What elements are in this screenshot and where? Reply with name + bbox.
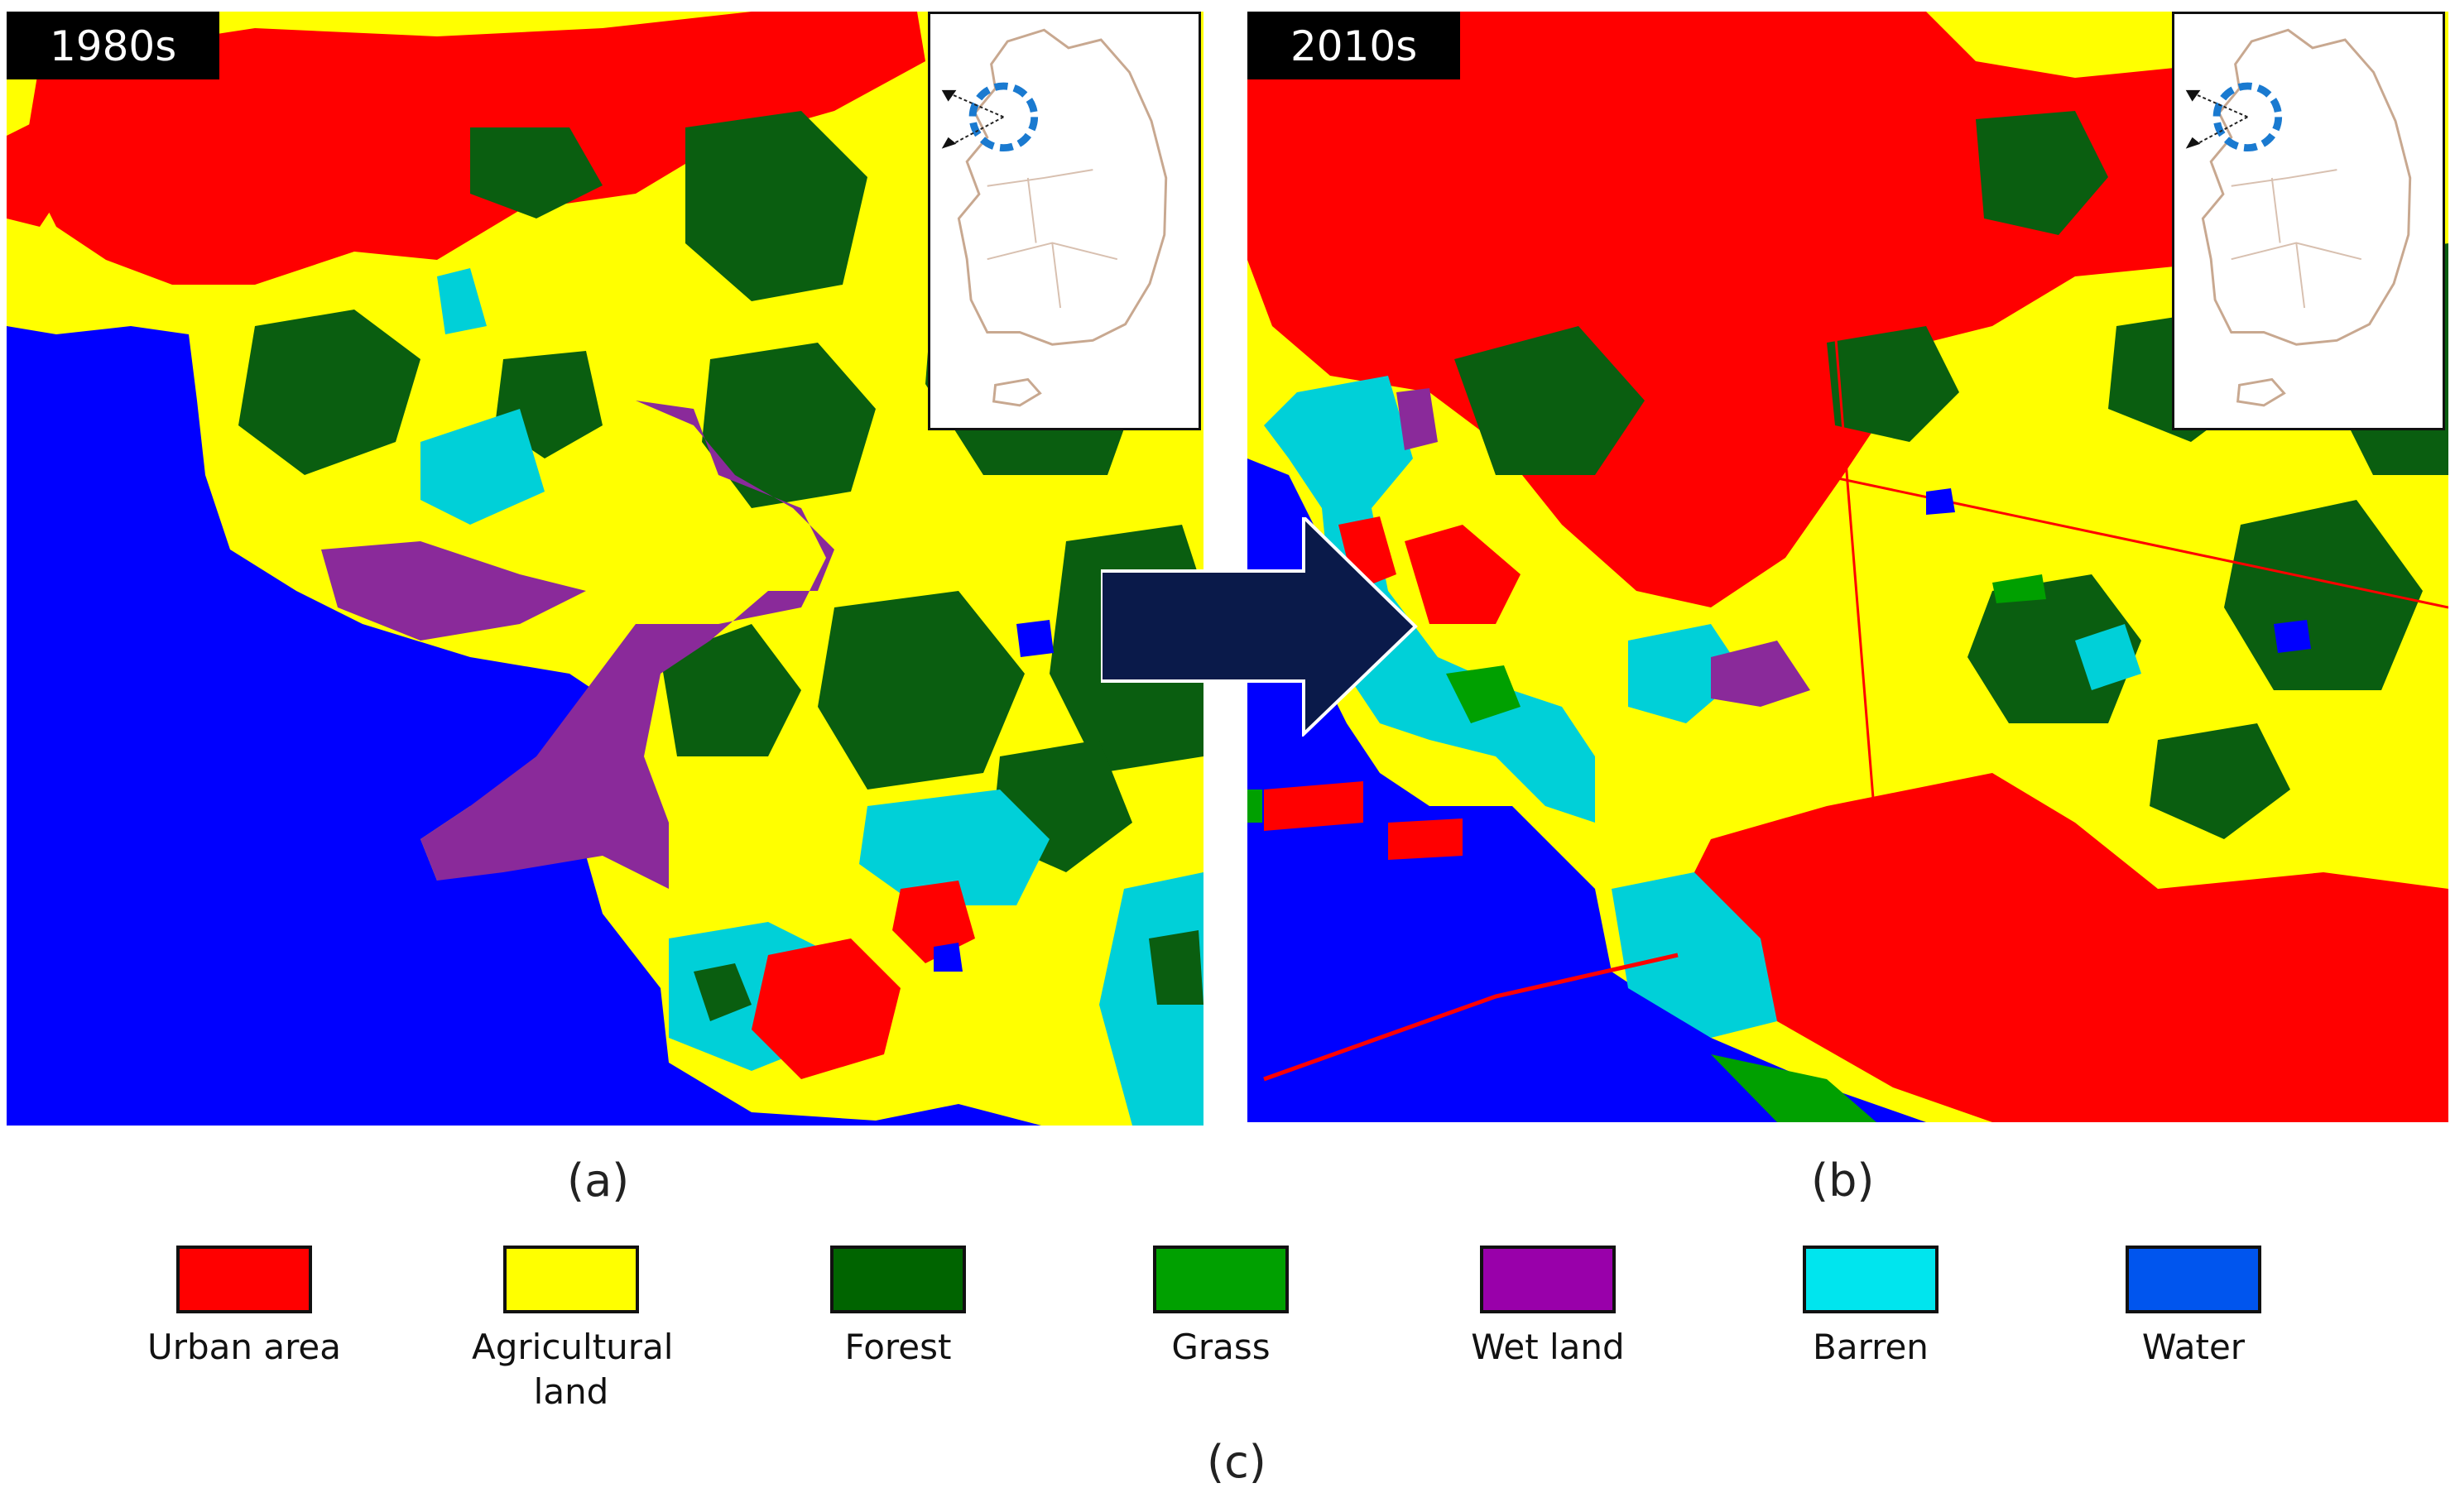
legend-label: Grass xyxy=(1171,1327,1271,1367)
korea-outline-icon xyxy=(941,28,1168,407)
legend-swatch xyxy=(1480,1246,1616,1313)
legend-label: Wet land xyxy=(1471,1327,1625,1367)
legend-item: Urban area xyxy=(145,1246,344,1370)
legend-label: Forest xyxy=(844,1327,952,1367)
period-label: 2010s xyxy=(1247,12,1461,79)
legend-swatch xyxy=(2126,1246,2261,1313)
korea-inset-map xyxy=(2172,12,2445,430)
legend-swatch xyxy=(1153,1246,1289,1313)
legend-swatch xyxy=(176,1246,312,1313)
korea-inset-map xyxy=(928,12,1201,430)
legend-swatch xyxy=(1803,1246,1939,1313)
legend-label: Water xyxy=(2141,1327,2246,1367)
korea-outline-icon xyxy=(2185,28,2412,407)
legend-item: Water xyxy=(2094,1246,2293,1370)
panel-caption: (a) xyxy=(567,1154,630,1207)
legend-label: Agricultural land xyxy=(472,1327,674,1412)
transition-arrow-icon xyxy=(1101,517,1418,737)
legend-swatch xyxy=(503,1246,639,1313)
legend-label: Urban area xyxy=(147,1327,342,1367)
panel-caption: (b) xyxy=(1811,1154,1875,1207)
location-circle-icon xyxy=(2212,82,2283,152)
legend-item: Wet land xyxy=(1448,1246,1647,1370)
legend-item: Forest xyxy=(799,1246,997,1370)
location-circle-icon xyxy=(968,82,1039,152)
period-label: 1980s xyxy=(7,12,220,79)
map-panel-2010s: 2010s xyxy=(1247,12,2448,1122)
legend-item: Barren xyxy=(1771,1246,1970,1370)
legend-swatch xyxy=(830,1246,966,1313)
legend-item: Agricultural land xyxy=(472,1246,674,1414)
map-panel-1980s: 1980s xyxy=(7,12,1203,1126)
land-cover-map-2010s xyxy=(1247,12,2448,1122)
legend-item: Grass xyxy=(1122,1246,1320,1370)
legend-label: Barren xyxy=(1813,1327,1929,1367)
figure-caption: (c) xyxy=(1207,1436,1266,1488)
